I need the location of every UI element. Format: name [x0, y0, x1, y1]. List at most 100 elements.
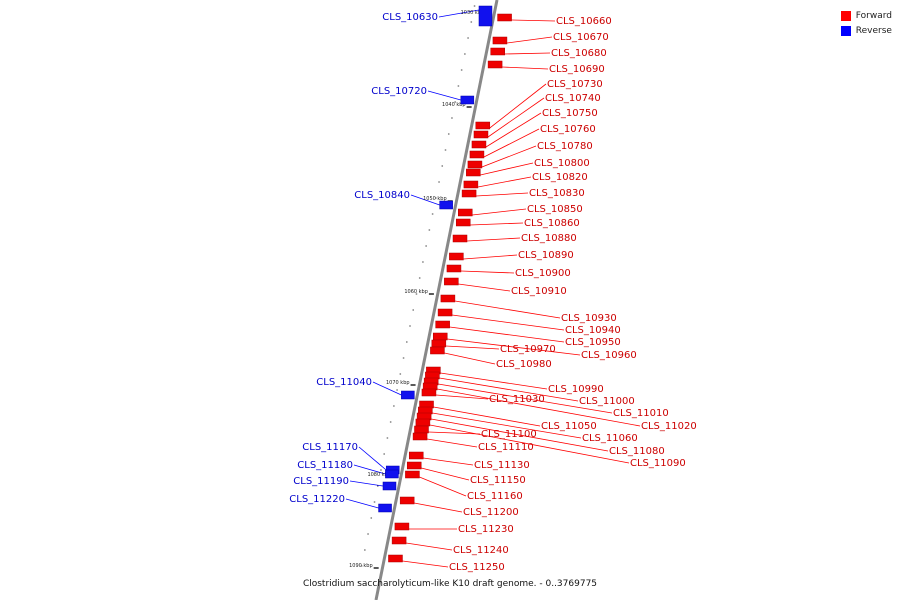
forward-connector [470, 222, 524, 226]
forward-gene [473, 130, 489, 139]
gene-labels: CLS_10660 CLS_10670 CLS_10680 CLS_10690 CLS_… [289, 12, 696, 573]
forward-gene-label: CLS_10660 [556, 16, 612, 27]
reverse-gene-label: CLS_10720 [371, 86, 427, 97]
forward-gene [452, 234, 468, 243]
forward-gene [469, 150, 485, 159]
forward-connector [463, 254, 518, 260]
forward-connector [485, 112, 542, 148]
forward-gene-label: CLS_11230 [458, 524, 514, 535]
forward-gene [461, 189, 477, 198]
forward-gene [391, 536, 407, 545]
reverse-gene [385, 469, 399, 479]
reverse-connector [349, 480, 384, 487]
forward-gene-label: CLS_11130 [474, 460, 530, 471]
forward-connector [402, 560, 449, 568]
tick-label: 1060 kbp [404, 289, 428, 295]
reverse-connector [410, 194, 440, 206]
reverse-gene-label: CLS_11040 [316, 377, 372, 388]
forward-gene-label: CLS_10880 [521, 233, 577, 244]
forward-gene [467, 160, 483, 169]
legend-forward: Forward [840, 8, 892, 23]
forward-connector [447, 338, 581, 356]
forward-gene-label: CLS_10760 [540, 124, 596, 135]
forward-gene [394, 522, 410, 531]
forward-gene [432, 332, 448, 341]
reverse-gene-label: CLS_11180 [297, 460, 353, 471]
forward-connector [487, 97, 545, 138]
forward-gene-label: CLS_11050 [541, 421, 597, 432]
reverse-gene-label: CLS_11220 [289, 494, 345, 505]
forward-gene-label: CLS_10940 [565, 325, 621, 336]
reverse-connector [427, 90, 461, 101]
forward-connector [502, 66, 549, 70]
forward-connector [438, 383, 613, 414]
forward-gene [466, 168, 481, 177]
forward-connector [472, 208, 527, 216]
forward-gene-label: CLS_11010 [613, 408, 669, 419]
forward-gene [455, 218, 471, 227]
forward-gene-label: CLS_10800 [534, 158, 590, 169]
forward-connector [466, 237, 521, 242]
forward-gene-label: CLS_10990 [548, 384, 604, 395]
forward-connector [414, 502, 463, 513]
forward-connector [431, 418, 609, 452]
forward-gene-label: CLS_10980 [496, 359, 552, 370]
tick-label: 1070 kbp [386, 380, 410, 386]
forward-gene-label: CLS_10930 [561, 313, 617, 324]
forward-connector [483, 128, 540, 158]
forward-gene [457, 208, 473, 217]
forward-connector [449, 326, 565, 343]
forward-connector [454, 300, 561, 319]
forward-gene [388, 554, 403, 563]
forward-gene [399, 496, 415, 505]
forward-swatch [840, 10, 851, 21]
forward-connector [445, 345, 500, 350]
forward-connector [460, 270, 515, 274]
forward-gene-label: CLS_10740 [545, 93, 601, 104]
forward-gene-label: CLS_10970 [500, 344, 556, 355]
reverse-gene-label: CLS_10840 [354, 190, 410, 201]
forward-gene-label: CLS_10670 [553, 32, 609, 43]
forward-label: Forward [855, 10, 892, 21]
forward-gene-label: CLS_10690 [549, 64, 605, 75]
forward-connector [428, 431, 481, 435]
forward-gene [430, 346, 445, 355]
forward-gene [446, 264, 462, 273]
forward-gene [475, 121, 491, 130]
forward-gene-label: CLS_10830 [529, 188, 585, 199]
reverse-gene-label: CLS_10630 [382, 12, 438, 23]
forward-gene-label: CLS_11110 [478, 442, 534, 453]
reverse-gene [460, 95, 475, 105]
forward-gene-label: CLS_11020 [641, 421, 697, 432]
forward-connector [440, 372, 548, 390]
reverse-gene [478, 5, 493, 27]
forward-connector [437, 388, 641, 427]
reverse-connector [353, 464, 386, 475]
tick-label: 1030 kbp [461, 10, 485, 16]
gene-features [378, 5, 512, 563]
forward-connector [433, 406, 541, 427]
forward-connector [480, 162, 534, 176]
connector-lines [345, 9, 641, 568]
genome-caption: Clostridium saccharolyticum-like K10 dra… [302, 579, 598, 589]
forward-gene [412, 432, 428, 441]
forward-gene [440, 294, 456, 303]
forward-connector [477, 176, 532, 188]
legend-reverse: Reverse [840, 23, 892, 38]
forward-gene-label: CLS_10820 [532, 172, 588, 183]
reverse-gene [439, 200, 453, 210]
forward-gene-label: CLS_11000 [579, 396, 635, 407]
genome-backbone [374, 0, 499, 600]
reverse-connector [438, 9, 480, 18]
forward-connector [421, 467, 470, 481]
forward-gene [405, 470, 420, 479]
forward-gene-label: CLS_10890 [518, 250, 574, 261]
forward-gene [490, 47, 505, 56]
forward-gene [414, 425, 429, 434]
forward-gene [492, 36, 508, 45]
forward-connector [423, 457, 474, 466]
forward-gene-label: CLS_11150 [470, 475, 526, 486]
forward-gene [444, 277, 459, 286]
forward-connector [452, 314, 565, 331]
